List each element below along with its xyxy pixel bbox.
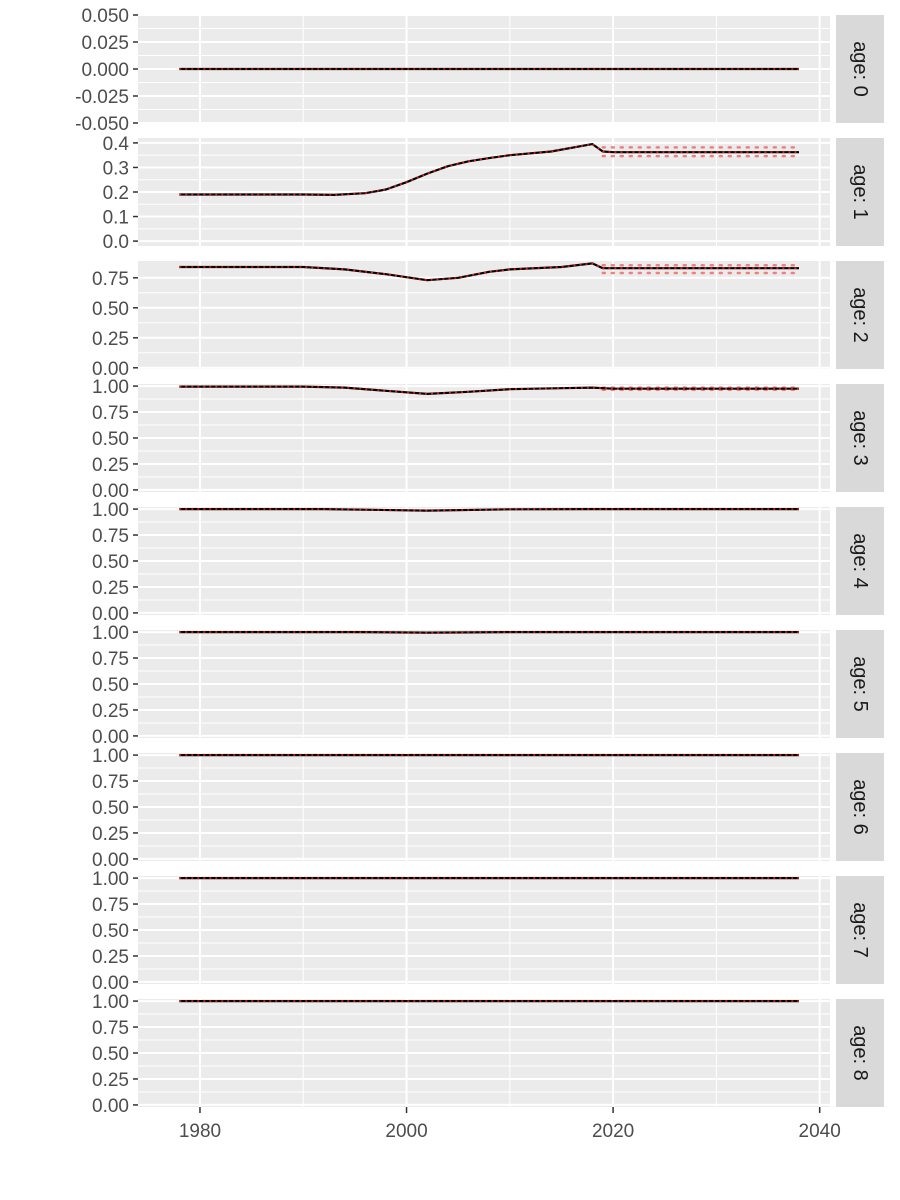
facet-strip	[836, 261, 884, 369]
facet-strip-label: age: 5	[849, 656, 871, 712]
facet-strip	[836, 753, 884, 861]
facet-panel: 0.00 0.25 0.50 0.75 1.00 age: 8	[92, 992, 884, 1117]
facet-strip	[836, 384, 884, 492]
x-tick-label: 2020	[592, 1121, 634, 1142]
y-tick-label: 0.75	[92, 269, 129, 290]
y-tick-label: 0.00	[92, 727, 129, 748]
facet-strip-label: age: 0	[849, 41, 871, 97]
y-tick-label: -0.050	[75, 114, 129, 135]
median-overlay-line	[179, 631, 799, 634]
y-tick-label: 0.50	[92, 798, 129, 819]
facet-strip	[836, 15, 884, 123]
facet-strip	[836, 876, 884, 984]
y-tick-label: 1.00	[92, 992, 129, 1013]
facet-panel: 0.0 0.1 0.2 0.3 0.4 age: 1	[103, 134, 884, 253]
facet-strip-label: age: 8	[849, 1025, 871, 1081]
y-tick-label: 0.0	[103, 232, 129, 253]
panel-background	[138, 261, 830, 369]
y-tick-label: 0.4	[103, 134, 130, 155]
facet-strip-label: age: 6	[849, 779, 871, 835]
y-tick-label: 1.00	[92, 746, 129, 767]
y-tick-label: 0.50	[92, 675, 129, 696]
y-tick-label: 0.50	[92, 299, 129, 320]
y-tick-label: 0.25	[92, 329, 129, 350]
y-tick-label: 0.25	[92, 947, 129, 968]
x-tick-label: 1980	[179, 1121, 221, 1142]
median-line	[179, 262, 799, 282]
median-line	[179, 630, 799, 634]
facet-strip	[836, 507, 884, 615]
y-tick-label: 0.00	[92, 604, 129, 625]
y-tick-label: 0.75	[92, 895, 129, 916]
y-tick-label: 0.25	[92, 455, 129, 476]
y-tick-label: 0.050	[81, 6, 129, 27]
y-tick-label: 0.75	[92, 403, 129, 424]
y-tick-label: 1.00	[92, 623, 129, 644]
y-tick-label: 0.75	[92, 526, 129, 547]
y-tick-label: 0.00	[92, 481, 129, 502]
y-tick-label: 1.00	[92, 500, 129, 521]
y-tick-label: 1.00	[92, 869, 129, 890]
facet-strip	[836, 138, 884, 246]
x-tick-label: 2000	[385, 1121, 427, 1142]
y-tick-label: 0.3	[103, 158, 129, 179]
y-tick-label: 0.2	[103, 183, 129, 204]
facet-panel: 0.00 0.25 0.50 0.75 1.00 age: 3	[92, 377, 884, 502]
facet-strip-label: age: 2	[849, 287, 871, 343]
y-tick-label: 1.00	[92, 377, 129, 398]
median-overlay-line	[179, 143, 799, 196]
y-tick-label: 0.25	[92, 578, 129, 599]
x-tick-label: 2040	[799, 1121, 841, 1142]
y-tick-label: 0.75	[92, 1018, 129, 1039]
y-tick-label: 0.25	[92, 824, 129, 845]
y-tick-label: 0.00	[92, 973, 129, 994]
y-tick-label: -0.025	[75, 87, 129, 108]
facet-panel: -0.050 -0.025 0.000 0.025 0.050 age: 0	[75, 6, 884, 135]
facet-panel: 0.00 0.25 0.50 0.75 1.00 age: 7	[92, 869, 884, 994]
y-tick-label: 0.50	[92, 921, 129, 942]
y-tick-label: 0.50	[92, 1044, 129, 1065]
facet-panel: 0.00 0.25 0.50 0.75 age: 2	[92, 261, 884, 380]
y-tick-label: 0.75	[92, 772, 129, 793]
facet-strip-label: age: 3	[849, 410, 871, 466]
y-tick-label: 0.25	[92, 1070, 129, 1091]
facet-panel: 0.00 0.25 0.50 0.75 1.00 age: 4	[92, 500, 884, 625]
facet-panel: 0.00 0.25 0.50 0.75 1.00 age: 6	[92, 746, 884, 871]
y-tick-label: 0.025	[81, 33, 129, 54]
y-tick-label: 0.00	[92, 359, 129, 380]
y-tick-label: 0.00	[92, 850, 129, 871]
facet-strip-label: age: 7	[849, 902, 871, 958]
facet-panel: 0.00 0.25 0.50 0.75 1.00 age: 5	[92, 623, 884, 748]
y-tick-label: 0.1	[103, 208, 129, 229]
y-tick-label: 0.75	[92, 649, 129, 670]
y-tick-label: 0.25	[92, 701, 129, 722]
median-overlay-line	[179, 508, 799, 512]
facet-strip-label: age: 4	[849, 533, 871, 589]
facet-strip-label: age: 1	[849, 164, 871, 220]
facet-strip	[836, 630, 884, 738]
y-tick-label: 0.50	[92, 429, 129, 450]
y-tick-label: 0.000	[81, 60, 129, 81]
median-overlay-line	[179, 385, 799, 395]
y-tick-label: 0.00	[92, 1096, 129, 1117]
facet-strip	[836, 999, 884, 1107]
y-tick-label: 0.50	[92, 552, 129, 573]
